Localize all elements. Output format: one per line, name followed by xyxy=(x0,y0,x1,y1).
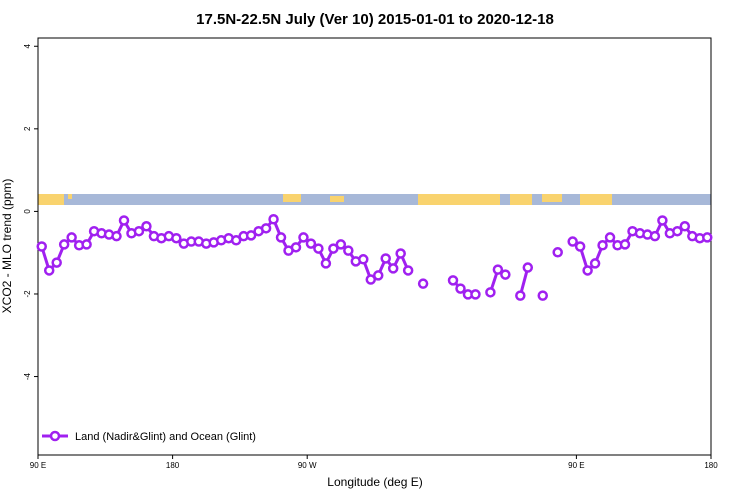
point xyxy=(230,235,242,246)
y-tick-label: 0 xyxy=(23,209,32,214)
point xyxy=(455,283,466,294)
y-tick-label: -2 xyxy=(23,290,32,298)
point xyxy=(365,274,377,285)
point xyxy=(649,230,661,242)
point xyxy=(657,215,668,226)
point xyxy=(290,242,302,253)
point xyxy=(537,290,548,301)
point xyxy=(51,257,62,268)
point xyxy=(260,223,272,234)
y-tick-label: -4 xyxy=(23,372,32,380)
point xyxy=(500,269,511,280)
point xyxy=(485,287,496,298)
point xyxy=(417,278,429,289)
point xyxy=(582,265,593,276)
legend-marker xyxy=(49,430,61,442)
point xyxy=(672,225,683,237)
point xyxy=(66,232,77,243)
point xyxy=(470,289,481,300)
point xyxy=(275,232,287,243)
x-axis-label: Longitude (deg E) xyxy=(327,475,422,489)
point xyxy=(604,232,616,243)
point xyxy=(679,221,691,232)
point xyxy=(313,243,324,254)
point xyxy=(36,241,47,252)
point xyxy=(111,230,122,242)
point xyxy=(43,265,55,276)
point xyxy=(335,239,347,250)
point xyxy=(81,239,92,250)
x-tick-label: 180 xyxy=(166,461,180,470)
point xyxy=(298,232,309,243)
x-tick-label: 180 xyxy=(704,461,718,470)
point xyxy=(58,239,70,250)
point xyxy=(515,290,526,301)
point xyxy=(305,238,317,249)
chart-title: 17.5N-22.5N July (Ver 10) 2015-01-01 to … xyxy=(196,11,554,28)
point xyxy=(395,248,406,259)
point xyxy=(358,254,369,265)
point xyxy=(567,236,578,247)
y-tick-label: 4 xyxy=(23,43,32,48)
point xyxy=(702,232,713,243)
point xyxy=(245,230,257,241)
plot-frame xyxy=(37,37,712,456)
point xyxy=(133,225,145,237)
point xyxy=(574,241,586,252)
point xyxy=(387,263,399,274)
point xyxy=(320,258,332,269)
point xyxy=(589,258,601,269)
point xyxy=(552,247,563,258)
point xyxy=(343,245,354,256)
point xyxy=(447,275,459,286)
point xyxy=(328,243,339,254)
legend-label: Land (Nadir&Glint) and Ocean (Glint) xyxy=(75,431,256,443)
y-axis-label: XCO2 - MLO trend (ppm) xyxy=(0,179,14,314)
point xyxy=(372,270,384,281)
point xyxy=(522,262,534,273)
x-tick-label: 90 W xyxy=(298,461,317,470)
legend: Land (Nadir&Glint) and Ocean (Glint) xyxy=(42,430,256,443)
point xyxy=(171,232,182,244)
map-strip xyxy=(38,194,711,205)
point xyxy=(380,253,391,264)
point xyxy=(619,239,631,250)
point xyxy=(268,214,279,225)
x-tick-label: 90 E xyxy=(30,461,46,470)
y-tick-label: 2 xyxy=(23,126,32,131)
point xyxy=(141,221,152,232)
point xyxy=(402,265,414,276)
x-tick-label: 90 E xyxy=(568,461,584,470)
point xyxy=(597,240,608,251)
point xyxy=(492,264,504,275)
point xyxy=(118,215,130,226)
